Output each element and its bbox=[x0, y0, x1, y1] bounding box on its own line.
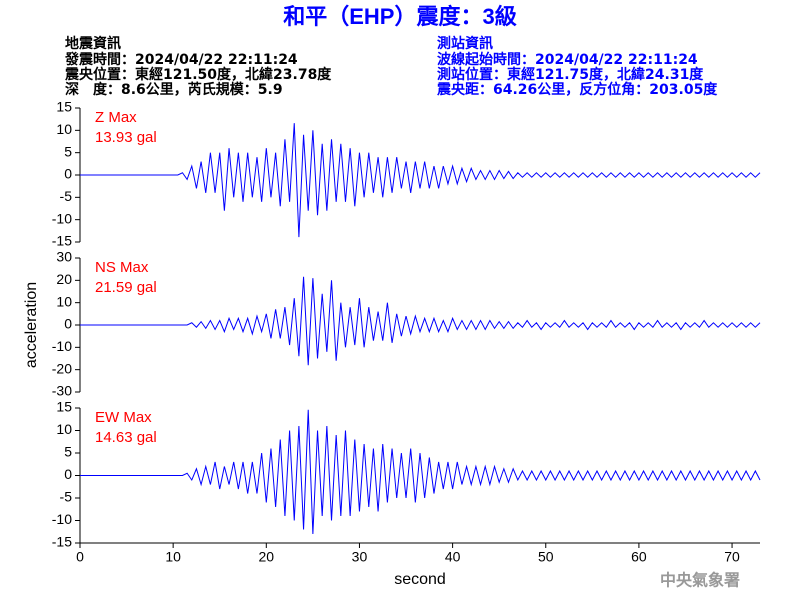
x-tick-label: 0 bbox=[76, 549, 84, 565]
annotation: 14.63 gal bbox=[95, 429, 157, 446]
y-tick-label: -5 bbox=[60, 489, 73, 505]
annotation: 13.93 gal bbox=[95, 129, 157, 146]
info-text: 地震資訊 bbox=[65, 35, 121, 52]
waveform bbox=[80, 409, 761, 535]
annotation: EW Max bbox=[95, 409, 152, 426]
x-tick-label: 20 bbox=[259, 549, 275, 565]
y-axis-label: acceleration bbox=[23, 282, 40, 368]
y-tick-label: -10 bbox=[52, 210, 72, 226]
y-tick-label: -20 bbox=[52, 360, 72, 376]
y-tick-label: -15 bbox=[52, 534, 72, 550]
footer: 中央氣象署 bbox=[660, 571, 740, 590]
x-axis-label: second bbox=[394, 571, 446, 588]
info-text: 震央距：64.26公里，反方位角：203.05度 bbox=[436, 81, 718, 98]
y-tick-label: 10 bbox=[56, 293, 72, 309]
y-tick-label: 10 bbox=[56, 121, 72, 137]
y-tick-label: -10 bbox=[52, 511, 72, 527]
y-tick-label: 5 bbox=[64, 444, 72, 460]
y-tick-label: -30 bbox=[52, 383, 72, 399]
y-tick-label: -15 bbox=[52, 233, 72, 249]
info-text: 深 度：8.6公里，芮氏規模：5.9 bbox=[65, 81, 283, 98]
x-tick-label: 30 bbox=[352, 549, 368, 565]
y-tick-label: 15 bbox=[56, 399, 72, 415]
waveform bbox=[80, 123, 761, 238]
y-tick-label: 10 bbox=[56, 421, 72, 437]
y-tick-label: 30 bbox=[56, 249, 72, 265]
info-text: 震央位置：東經121.50度，北緯23.78度 bbox=[64, 66, 332, 83]
y-tick-label: 20 bbox=[56, 271, 72, 287]
y-tick-label: 0 bbox=[64, 166, 72, 182]
x-tick-label: 50 bbox=[538, 549, 554, 565]
annotation: Z Max bbox=[95, 109, 137, 126]
info-text: 發震時間：2024/04/22 22:11:24 bbox=[64, 51, 298, 68]
x-tick-label: 10 bbox=[165, 549, 181, 565]
y-tick-label: 0 bbox=[64, 466, 72, 482]
chart-title: 和平（EHP）震度：3級 bbox=[283, 4, 516, 29]
y-tick-label: -5 bbox=[60, 188, 73, 204]
y-tick-label: 0 bbox=[64, 316, 72, 332]
x-tick-label: 70 bbox=[724, 549, 740, 565]
info-text: 測站位置：東經121.75度，北緯24.31度 bbox=[437, 66, 704, 83]
info-text: 波線起始時間：2024/04/22 22:11:24 bbox=[437, 51, 698, 68]
y-tick-label: 5 bbox=[64, 143, 72, 159]
y-tick-label: 15 bbox=[56, 99, 72, 115]
waveform bbox=[80, 276, 761, 366]
info-text: 測站資訊 bbox=[437, 35, 493, 52]
x-tick-label: 40 bbox=[445, 549, 461, 565]
y-tick-label: -10 bbox=[52, 338, 72, 354]
annotation: 21.59 gal bbox=[95, 279, 157, 296]
x-tick-label: 60 bbox=[631, 549, 647, 565]
annotation: NS Max bbox=[95, 259, 149, 276]
